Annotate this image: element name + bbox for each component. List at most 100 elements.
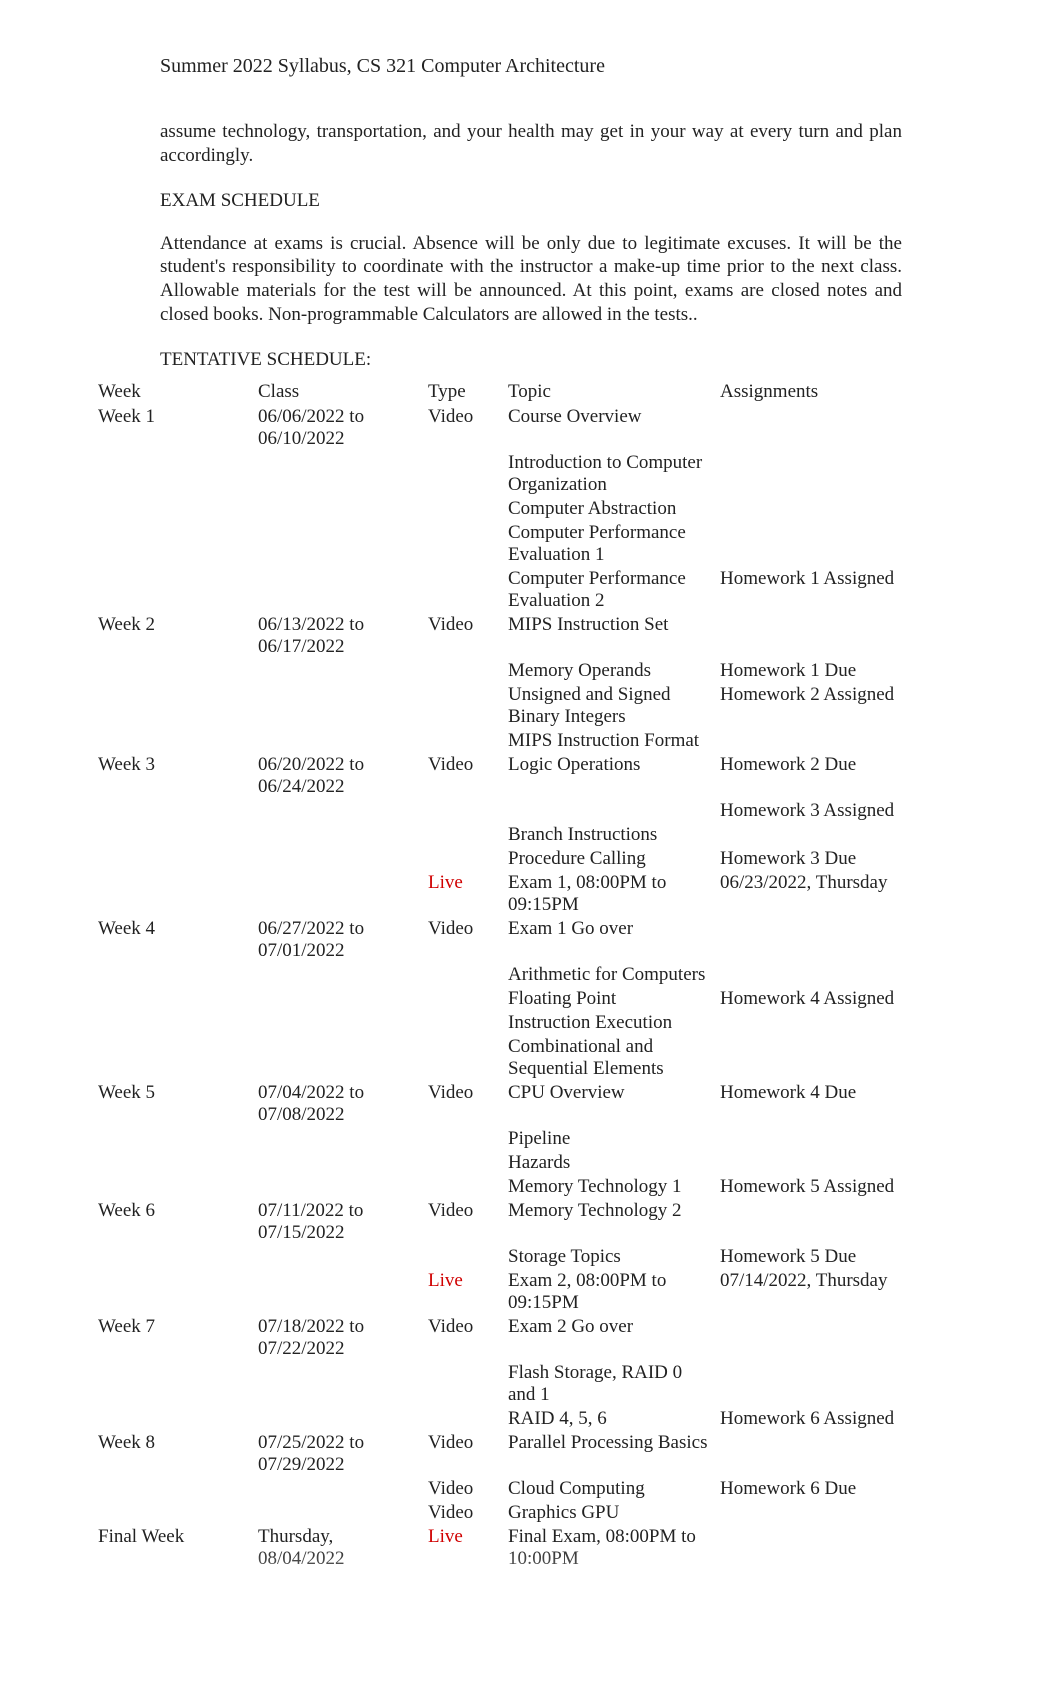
cell-class: 06/27/2022 to 07/01/2022 — [252, 917, 422, 963]
cell-week — [92, 987, 252, 1011]
cell-type — [422, 1151, 502, 1175]
cell-week — [92, 1361, 252, 1407]
cell-week — [92, 1175, 252, 1199]
col-header-topic: Topic — [502, 379, 714, 405]
cell-class — [252, 1361, 422, 1407]
tentative-schedule-heading: TENTATIVE SCHEDULE: — [160, 349, 902, 371]
cell-assignments — [714, 1431, 964, 1477]
table-row: Floating PointHomework 4 Assigned — [92, 987, 964, 1011]
cell-topic: Memory Operands — [502, 659, 714, 683]
cell-class — [252, 1477, 422, 1501]
cell-class — [252, 729, 422, 753]
cell-week — [92, 1269, 252, 1315]
exam-schedule-paragraph: Attendance at exams is crucial. Absence … — [160, 232, 902, 327]
cell-assignments — [714, 451, 964, 497]
table-row: Hazards — [92, 1151, 964, 1175]
cell-assignments — [714, 917, 964, 963]
cell-week — [92, 1151, 252, 1175]
cell-topic: Logic Operations — [502, 753, 714, 799]
cell-assignments — [714, 1501, 964, 1525]
cell-week — [92, 871, 252, 917]
schedule-container: Week Class Type Topic Assignments Week 1… — [92, 375, 964, 1691]
cell-topic: Memory Technology 1 — [502, 1175, 714, 1199]
cell-week — [92, 497, 252, 521]
cell-type: Video — [422, 1081, 502, 1127]
table-row: Combinational and Sequential Elements — [92, 1035, 964, 1081]
cell-assignments: Homework 1 Due — [714, 659, 964, 683]
cell-class: Thursday, 08/04/2022 — [252, 1525, 422, 1571]
cell-class: 07/11/2022 to 07/15/2022 — [252, 1199, 422, 1245]
cell-type — [422, 823, 502, 847]
cell-type: Live — [422, 1525, 502, 1571]
cell-type — [422, 1011, 502, 1035]
cell-class — [252, 1011, 422, 1035]
cell-class: 07/18/2022 to 07/22/2022 — [252, 1315, 422, 1361]
schedule-table: Week Class Type Topic Assignments Week 1… — [92, 379, 964, 1571]
cell-class — [252, 521, 422, 567]
cell-type — [422, 847, 502, 871]
cell-class: 07/25/2022 to 07/29/2022 — [252, 1431, 422, 1477]
cell-class: 06/13/2022 to 06/17/2022 — [252, 613, 422, 659]
cell-week — [92, 683, 252, 729]
cell-week — [92, 799, 252, 823]
table-row: Branch Instructions — [92, 823, 964, 847]
cell-type: Video — [422, 1315, 502, 1361]
cell-type: Video — [422, 753, 502, 799]
cell-week — [92, 847, 252, 871]
cell-type — [422, 1127, 502, 1151]
cell-topic: Computer Performance Evaluation 1 — [502, 521, 714, 567]
page-title: Summer 2022 Syllabus, CS 321 Computer Ar… — [160, 55, 902, 78]
table-row: Week 507/04/2022 to 07/08/2022VideoCPU O… — [92, 1081, 964, 1127]
cell-topic: Course Overview — [502, 405, 714, 451]
table-row: Computer Abstraction — [92, 497, 964, 521]
cell-topic: Exam 2 Go over — [502, 1315, 714, 1361]
cell-week — [92, 567, 252, 613]
cell-class — [252, 497, 422, 521]
cell-type — [422, 1361, 502, 1407]
table-row: Unsigned and Signed Binary IntegersHomew… — [92, 683, 964, 729]
table-row: Week 206/13/2022 to 06/17/2022VideoMIPS … — [92, 613, 964, 659]
cell-type: Video — [422, 613, 502, 659]
cell-class — [252, 1245, 422, 1269]
cell-topic — [502, 799, 714, 823]
table-row: Storage TopicsHomework 5 Due — [92, 1245, 964, 1269]
table-row: Week 306/20/2022 to 06/24/2022VideoLogic… — [92, 753, 964, 799]
cell-assignments: Homework 3 Assigned — [714, 799, 964, 823]
cell-type — [422, 1407, 502, 1431]
cell-assignments: Homework 5 Due — [714, 1245, 964, 1269]
cell-topic: Branch Instructions — [502, 823, 714, 847]
cell-week: Week 8 — [92, 1431, 252, 1477]
cell-class — [252, 1175, 422, 1199]
cell-type — [422, 987, 502, 1011]
cell-week: Week 7 — [92, 1315, 252, 1361]
cell-topic: Arithmetic for Computers — [502, 963, 714, 987]
cell-type — [422, 451, 502, 497]
cell-class: 06/06/2022 to 06/10/2022 — [252, 405, 422, 451]
cell-topic: RAID 4, 5, 6 — [502, 1407, 714, 1431]
table-row: Introduction to Computer Organization — [92, 451, 964, 497]
col-header-assignments: Assignments — [714, 379, 964, 405]
cell-class — [252, 1151, 422, 1175]
cell-type: Video — [422, 1431, 502, 1477]
table-row: Final WeekThursday, 08/04/2022LiveFinal … — [92, 1525, 964, 1571]
cell-assignments — [714, 729, 964, 753]
cell-assignments: 07/14/2022, Thursday — [714, 1269, 964, 1315]
cell-topic: Computer Abstraction — [502, 497, 714, 521]
cell-week — [92, 1407, 252, 1431]
cell-class — [252, 659, 422, 683]
cell-week — [92, 1477, 252, 1501]
cell-type — [422, 567, 502, 613]
cell-assignments — [714, 963, 964, 987]
cell-type: Video — [422, 1501, 502, 1525]
table-row: MIPS Instruction Format — [92, 729, 964, 753]
cell-assignments: 06/23/2022, Thursday — [714, 871, 964, 917]
schedule-body: Week 106/06/2022 to 06/10/2022VideoCours… — [92, 405, 964, 1571]
cell-week: Week 3 — [92, 753, 252, 799]
cell-week — [92, 451, 252, 497]
cell-assignments — [714, 1525, 964, 1571]
table-row: Week 106/06/2022 to 06/10/2022VideoCours… — [92, 405, 964, 451]
cell-type — [422, 729, 502, 753]
cell-assignments — [714, 823, 964, 847]
cell-topic: Computer Performance Evaluation 2 — [502, 567, 714, 613]
table-row: Homework 3 Assigned — [92, 799, 964, 823]
